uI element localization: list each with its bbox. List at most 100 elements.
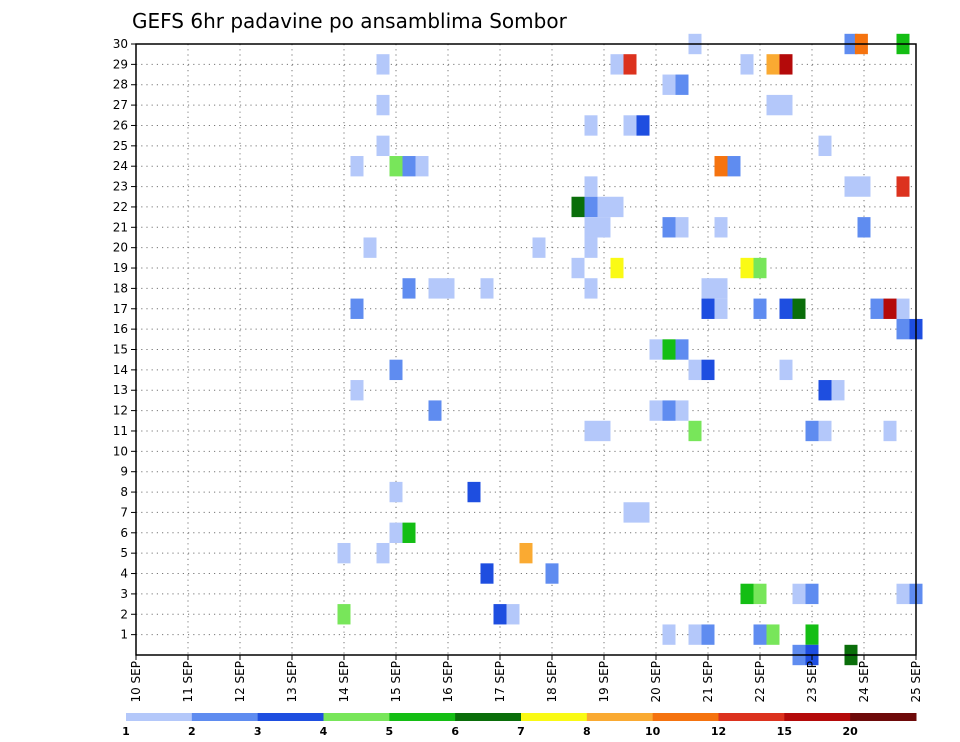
y-tick-label: 27 (113, 98, 128, 112)
y-tick-label: 12 (113, 404, 128, 418)
data-cell (688, 420, 702, 442)
data-cell (883, 298, 897, 319)
data-cell (818, 380, 832, 401)
y-tick-label: 28 (113, 78, 128, 92)
data-cell (441, 278, 455, 299)
data-cell (389, 359, 403, 381)
y-tick-label: 13 (113, 383, 128, 397)
data-cell (428, 400, 442, 421)
data-cell (766, 624, 780, 645)
data-cell (402, 278, 416, 299)
data-cell (337, 542, 351, 564)
x-tick-label: 20 SEP (649, 661, 663, 703)
data-cell (389, 522, 403, 543)
data-cell (779, 298, 793, 319)
data-cell (389, 481, 403, 503)
colorbar-swatch (850, 713, 917, 721)
data-cell (792, 298, 806, 319)
data-cell (896, 298, 910, 319)
x-tick-label: 24 SEP (857, 661, 871, 703)
y-tick-label: 17 (113, 302, 128, 316)
data-cell (584, 196, 598, 218)
data-cell (883, 420, 897, 442)
x-tick-label: 15 SEP (389, 661, 403, 703)
data-cell (779, 94, 793, 116)
data-cell (701, 278, 715, 299)
data-cell (662, 400, 676, 421)
data-cell (675, 400, 689, 421)
data-cell (818, 420, 832, 442)
colorbar-label: 12 (711, 725, 726, 738)
y-tick-label: 15 (113, 343, 128, 357)
x-tick-label: 25 SEP (909, 661, 923, 703)
x-tick-label: 19 SEP (597, 661, 611, 703)
y-tick-label: 23 (113, 180, 128, 194)
colorbar-swatch (718, 713, 785, 721)
data-cell (753, 257, 767, 279)
colorbar-label: 6 (451, 725, 459, 738)
data-cell (740, 583, 754, 605)
data-cell (805, 624, 819, 645)
data-cell (649, 400, 663, 421)
y-tick-label: 4 (120, 567, 128, 581)
data-cell (857, 176, 871, 197)
colorbar-swatch (191, 713, 259, 721)
data-cell (727, 156, 741, 177)
data-cell (363, 237, 377, 258)
data-cell (571, 196, 585, 218)
data-cell (662, 217, 676, 238)
data-cell (597, 196, 611, 218)
data-cell (675, 74, 689, 95)
data-cell (753, 298, 767, 319)
y-tick-label: 19 (113, 261, 128, 275)
colorbar-swatch (652, 713, 719, 721)
data-cell (584, 115, 598, 136)
y-tick-label: 30 (113, 37, 128, 51)
colorbar-swatch (521, 713, 588, 721)
data-cell (584, 237, 598, 258)
colorbar-swatch (323, 713, 390, 721)
data-cell (584, 420, 598, 442)
y-tick-label: 22 (113, 200, 128, 214)
data-cell (571, 257, 585, 279)
data-cell (376, 54, 390, 75)
data-cell (688, 624, 702, 645)
data-cell (896, 583, 910, 605)
x-tick-label: 13 SEP (285, 661, 299, 703)
data-cell (766, 54, 780, 75)
data-cell (688, 359, 702, 381)
colorbar-swatch (455, 713, 522, 721)
y-tick-label: 20 (113, 241, 128, 255)
data-cell (623, 54, 637, 75)
colorbar-swatch (257, 713, 324, 721)
data-cell (662, 74, 676, 95)
chart-title: GEFS 6hr padavine po ansamblima Sombor (132, 9, 568, 33)
data-cell (792, 583, 806, 605)
data-cell (350, 298, 364, 319)
x-tick-label: 17 SEP (493, 661, 507, 703)
colorbar-label: 1 (122, 725, 130, 738)
data-cell (519, 542, 533, 564)
data-cell (870, 298, 884, 319)
data-cell (779, 54, 793, 75)
colorbar-label: 8 (583, 725, 591, 738)
data-cell (584, 278, 598, 299)
data-cell (779, 359, 793, 381)
data-cell (675, 339, 689, 360)
y-tick-label: 2 (120, 607, 128, 621)
x-tick-label: 22 SEP (753, 661, 767, 703)
colorbar-swatch (126, 713, 193, 721)
data-cell (506, 604, 520, 625)
x-tick-label: 23 SEP (805, 661, 819, 703)
colorbar-swatch (784, 713, 851, 721)
data-cell (402, 156, 416, 177)
data-cell (831, 380, 845, 401)
data-cell (584, 176, 598, 197)
y-tick-label: 1 (120, 628, 128, 642)
colorbar-label: 5 (386, 725, 394, 738)
colorbar-swatch (586, 713, 654, 721)
data-cell (623, 115, 637, 136)
y-tick-label: 11 (113, 424, 128, 438)
data-cell (636, 502, 650, 523)
